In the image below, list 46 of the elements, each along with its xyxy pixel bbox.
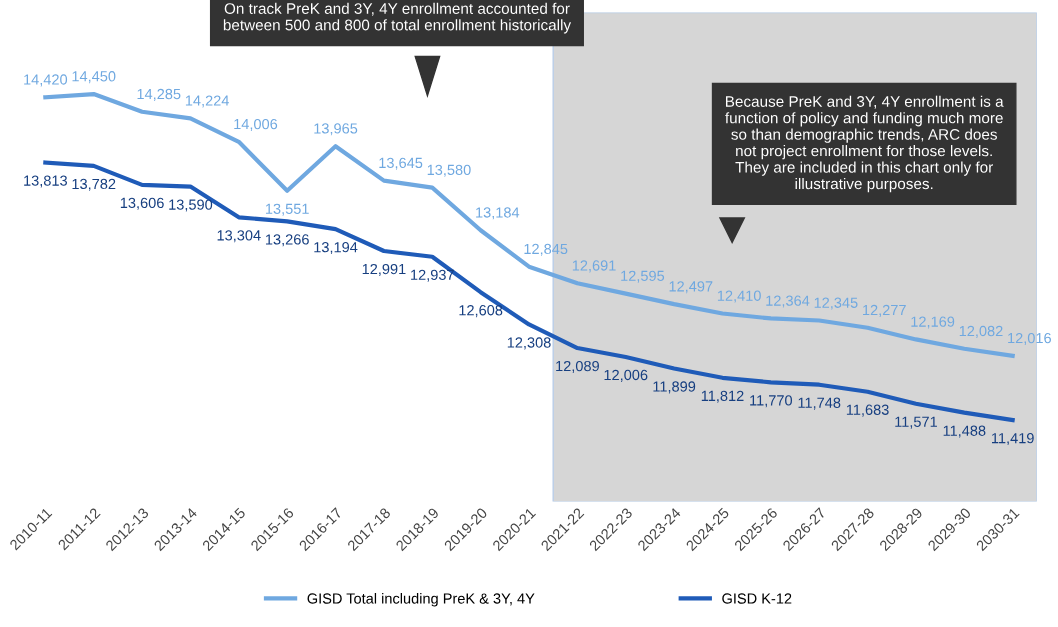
data-label: 11,812 — [701, 390, 744, 403]
data-label: 12,845 — [524, 243, 568, 256]
data-label: 12,345 — [814, 297, 858, 310]
legend-label: GISD Total including PreK & 3Y, 4Y — [307, 592, 535, 607]
annotation: Because PreK and 3Y, 4Y enrollment is a function of policy and funding much more so than demographic trends, ARC does not project enrollment for those levels. They are included in this chart only for illustrative purposes. — [725, 95, 1004, 193]
data-label: 11,683 — [846, 404, 889, 417]
data-label: 11,748 — [798, 397, 841, 410]
data-label: 13,304 — [217, 230, 261, 243]
data-label: 14,450 — [72, 71, 116, 84]
data-label: 14,006 — [234, 118, 278, 131]
data-label: 12,991 — [362, 263, 406, 276]
data-label: 13,606 — [120, 197, 164, 210]
data-label: 12,277 — [863, 304, 906, 317]
data-label: 12,082 — [959, 325, 1003, 338]
data-label: 12,016 — [1008, 332, 1051, 345]
text: On track PreK and 3Y, 4Y enrollment accounted for between 500 and 800 of total enrollment historically — [223, 2, 572, 34]
data-label: 11,419 — [992, 432, 1034, 446]
data-label: 11,770 — [750, 395, 793, 408]
data-label: 13,590 — [169, 199, 213, 212]
data-label: 12,595 — [621, 270, 665, 283]
data-label: 14,285 — [137, 88, 181, 101]
data-label: 14,224 — [185, 95, 229, 108]
data-label: 12,169 — [911, 316, 955, 329]
data-label: 13,266 — [265, 234, 309, 247]
data-label: 12,089 — [556, 360, 599, 373]
data-label: 11,899 — [653, 381, 696, 394]
data-label: 12,691 — [572, 260, 616, 273]
legend-label: GISD K-12 — [722, 593, 792, 604]
data-label: 13,551 — [265, 203, 309, 216]
data-label: 11,488 — [943, 425, 986, 438]
data-label: 13,813 — [24, 175, 68, 188]
data-label: 12,308 — [507, 337, 551, 350]
data-label: 12,410 — [717, 290, 761, 303]
data-label: 11,571 — [895, 416, 937, 429]
data-label: 13,580 — [427, 164, 471, 177]
data-label: 13,965 — [314, 123, 358, 136]
data-label: 12,937 — [411, 269, 454, 282]
data-label: 12,608 — [459, 305, 503, 318]
data-label: 12,497 — [669, 281, 713, 294]
data-label: 12,364 — [766, 295, 810, 308]
data-label: 12,006 — [604, 369, 648, 382]
data-label: 14,420 — [24, 74, 68, 87]
data-label: 13,782 — [72, 178, 116, 191]
data-label: 13,194 — [314, 242, 358, 255]
data-label: 13,184 — [476, 207, 520, 220]
data-label: 13,645 — [379, 157, 423, 170]
